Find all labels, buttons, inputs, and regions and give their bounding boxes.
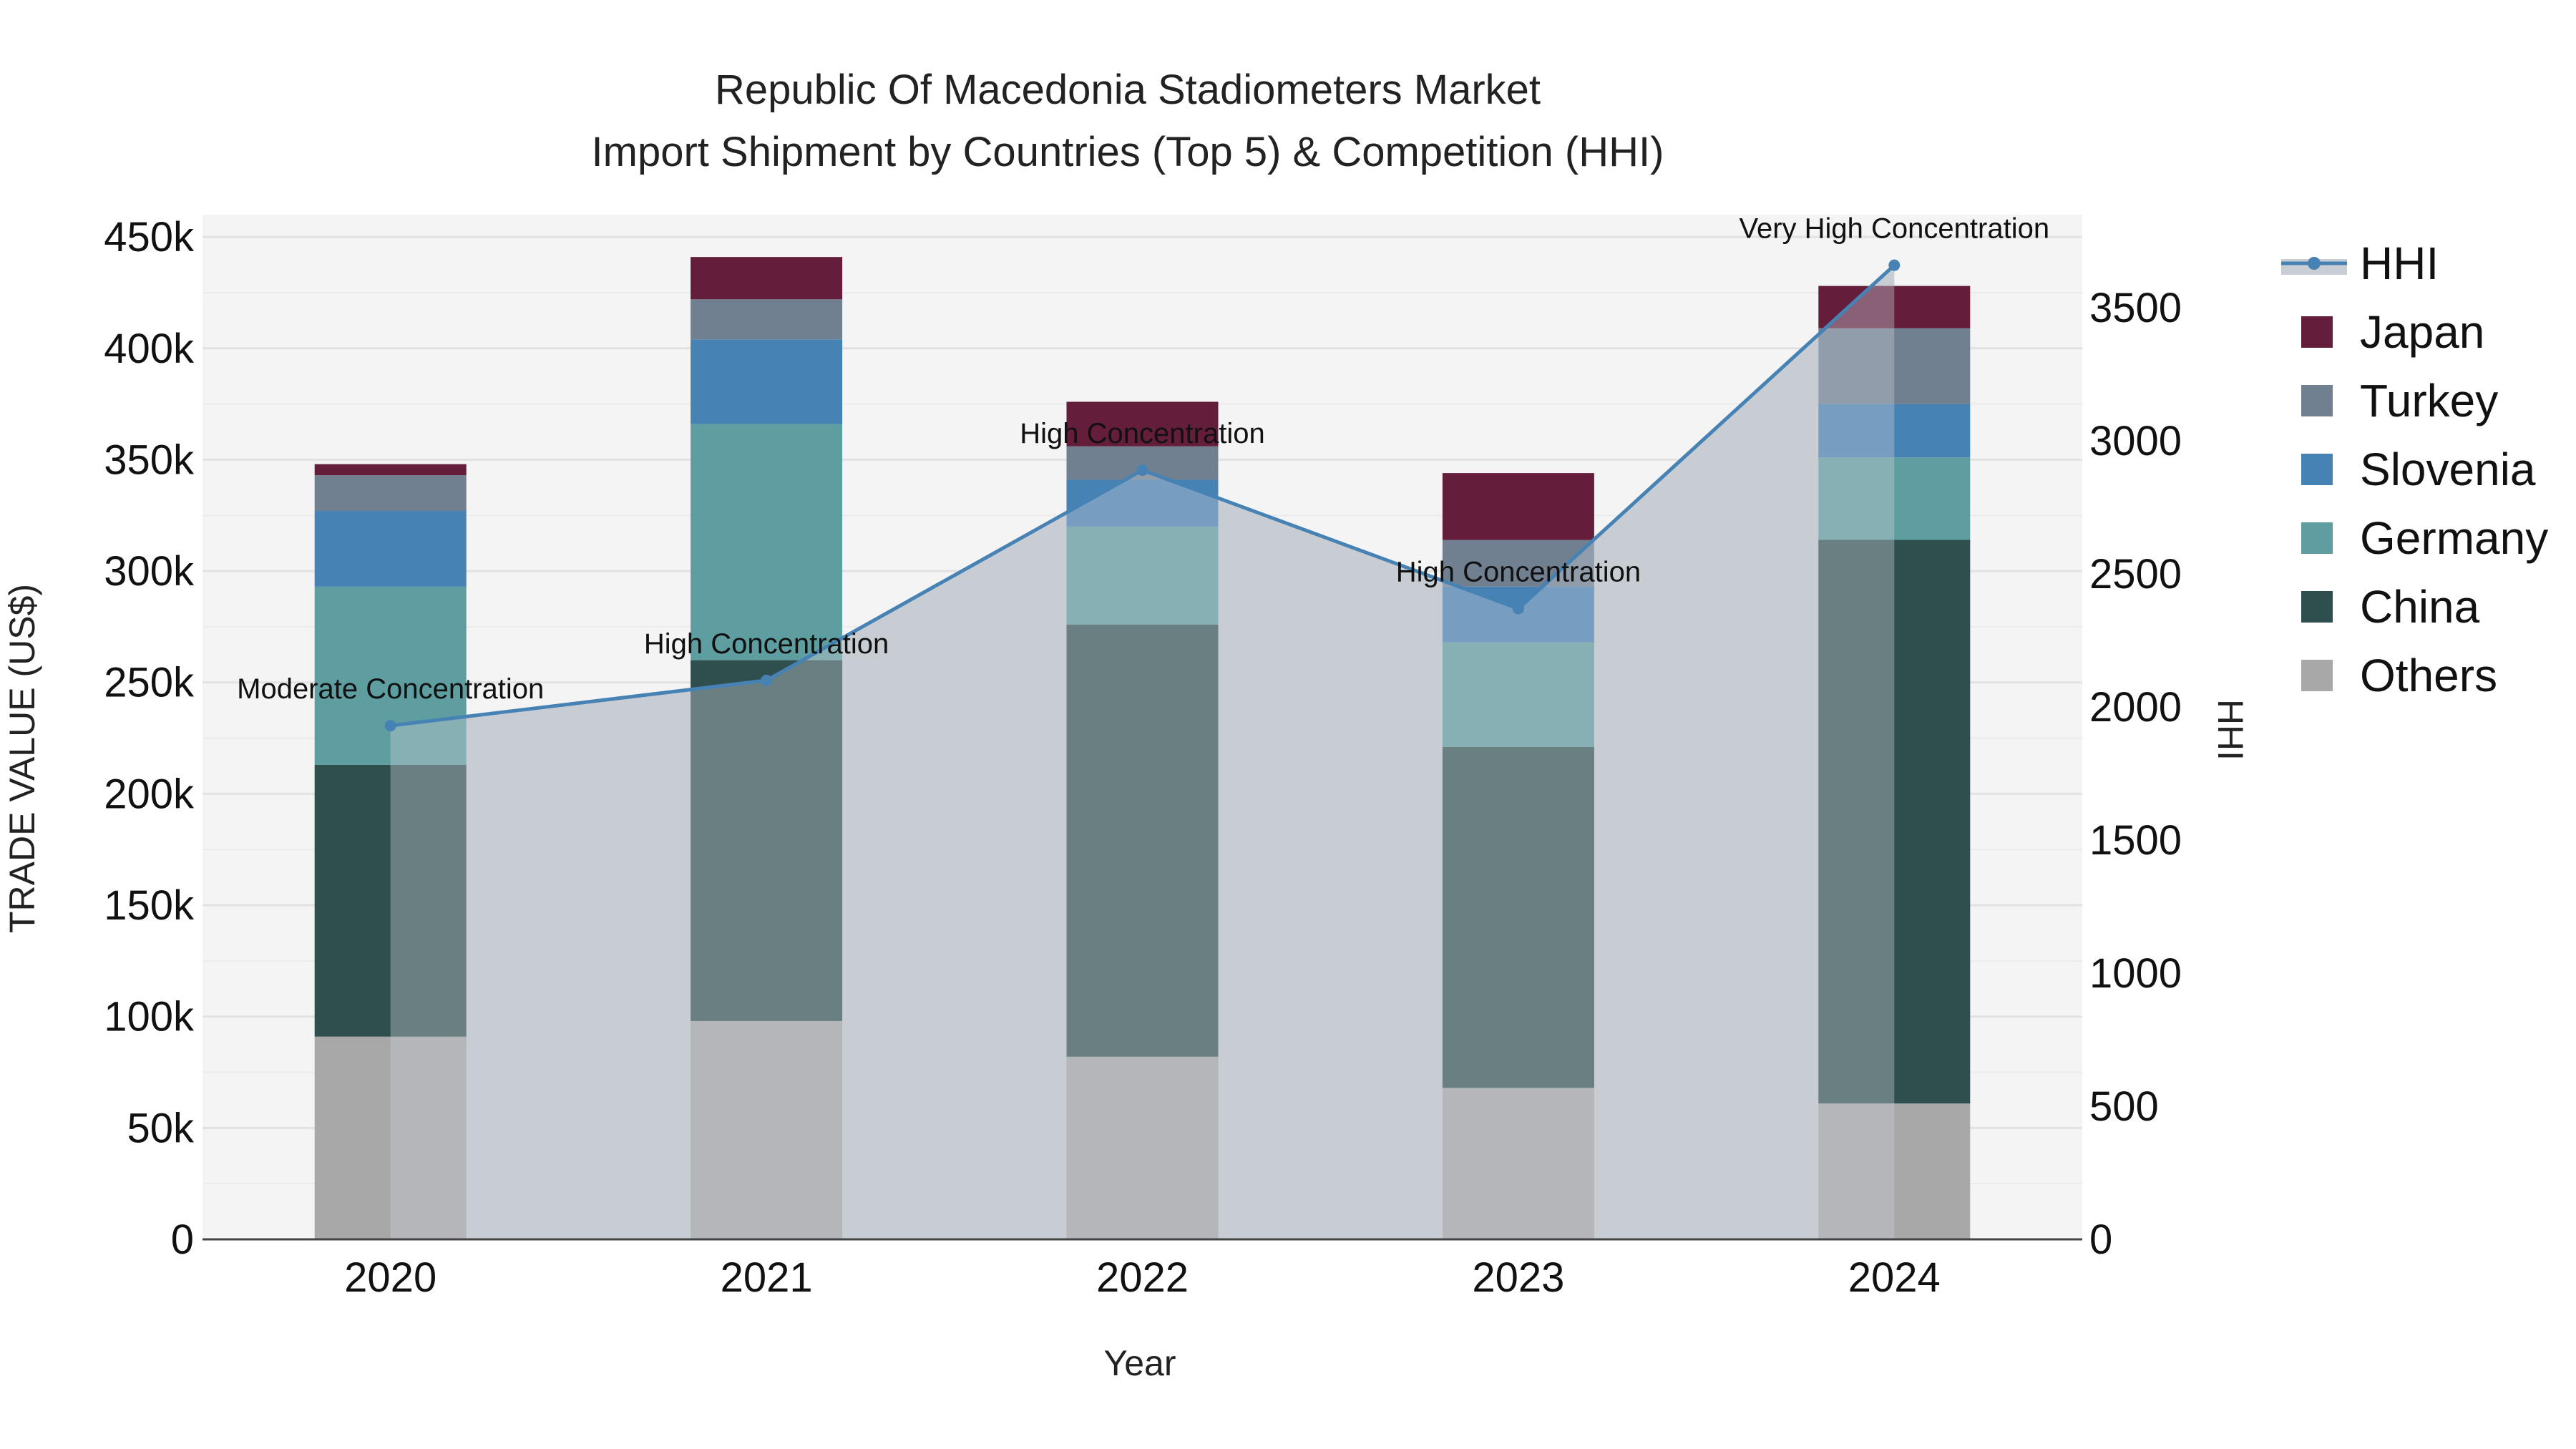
y-tick-label: 450k <box>104 214 195 260</box>
legend-swatch-slovenia <box>2301 454 2333 485</box>
y2-tick-label: 2500 <box>2089 551 2182 597</box>
bar-others-2023 <box>1442 1088 1594 1239</box>
bar-others-2021 <box>691 1020 843 1239</box>
x-tick-label-2022: 2022 <box>1096 1254 1189 1301</box>
chart-title-line1: Republic Of Macedonia Stadiometers Marke… <box>715 67 1541 113</box>
bar-china-2024 <box>1818 540 1971 1104</box>
hhi-label-2022: High Concentration <box>1020 418 1264 449</box>
legend: HHI Japan Turkey Slovenia Germany China Others <box>2281 238 2548 701</box>
legend-swatch-others <box>2301 660 2333 691</box>
y-tick-label: 400k <box>104 326 195 372</box>
y-tick-label: 300k <box>104 548 195 595</box>
legend-swatch-china <box>2301 591 2333 623</box>
y-axis-title: TRADE VALUE (US$) <box>2 584 42 933</box>
legend-swatch-germany <box>2301 522 2333 554</box>
bar-slovenia-2023 <box>1442 586 1594 643</box>
y2-tick-label: 2000 <box>2089 684 2182 731</box>
hhi-line: Moderate Concentration High Concentration… <box>237 213 2050 732</box>
y-tick-label: 100k <box>104 994 195 1040</box>
bar-germany-2024 <box>1818 457 1971 540</box>
bar-others-2024 <box>1818 1103 1971 1239</box>
legend-label-china: China <box>2360 581 2480 633</box>
y2-tick-label: 0 <box>2089 1216 2112 1263</box>
hhi-label-2020: Moderate Concentration <box>237 673 544 705</box>
hhi-area-overlay-fill <box>390 265 1895 1239</box>
bar-japan-2021 <box>691 257 843 300</box>
y2-tick-label: 1500 <box>2089 817 2182 864</box>
bar-slovenia-2024 <box>1818 404 1971 458</box>
legend-swatch-japan <box>2301 316 2333 348</box>
bar-germany-2022 <box>1066 526 1219 625</box>
hhi-point-2021 <box>761 674 773 686</box>
bar-china-2020 <box>314 764 467 1037</box>
bar-japan-2024 <box>1818 286 1971 328</box>
y-tick-label: 50k <box>127 1105 195 1151</box>
y2-tick-label: 1000 <box>2089 950 2182 997</box>
legend-label-hhi: HHI <box>2360 238 2439 289</box>
axes: 0 50k 100k 150k 200k 250k 300k 350k 400k 450k 0 500… <box>104 214 2182 1301</box>
hhi-point-2020 <box>384 720 396 732</box>
hhi-label-2021: High Concentration <box>644 628 889 660</box>
legend-hhi-marker <box>2308 257 2321 270</box>
y2-tick-label: 500 <box>2089 1083 2159 1130</box>
bar-japan-2022 <box>1066 401 1219 447</box>
x-tick-label-2024: 2024 <box>1848 1254 1941 1301</box>
bar-china-2023 <box>1442 747 1594 1088</box>
bar-others-2022 <box>1066 1056 1219 1239</box>
x-tick-label-2021: 2021 <box>721 1254 813 1301</box>
y2-tick-label: 3500 <box>2089 285 2182 331</box>
chart-title-line2: Import Shipment by Countries (Top 5) & C… <box>592 129 1664 175</box>
hhi-point-2022 <box>1136 464 1148 477</box>
x-tick-label-2020: 2020 <box>344 1254 436 1301</box>
bar-japan-2023 <box>1442 473 1594 540</box>
y-tick-label: 200k <box>104 771 195 817</box>
bar-turkey-2024 <box>1818 328 1971 404</box>
bar-germany-2023 <box>1442 642 1594 748</box>
hhi-area-overlay <box>390 265 1895 1239</box>
bar-china-2022 <box>1066 624 1219 1057</box>
bar-turkey-2020 <box>314 475 467 512</box>
bar-germany-2021 <box>691 424 843 660</box>
hhi-label-2024: Very High Concentration <box>1740 213 2050 245</box>
legend-swatch-turkey <box>2301 385 2333 416</box>
y-tick-label: 350k <box>104 436 195 483</box>
y-tick-label: 0 <box>171 1216 194 1263</box>
legend-label-others: Others <box>2360 650 2497 701</box>
hhi-point-2024 <box>1888 259 1901 271</box>
legend-label-germany: Germany <box>2360 512 2548 564</box>
legend-label-turkey: Turkey <box>2360 375 2498 426</box>
bar-china-2021 <box>691 660 843 1021</box>
hhi-point-2023 <box>1512 602 1524 615</box>
bars <box>314 257 1971 1239</box>
y2-axis-title: HHI <box>2210 699 2250 761</box>
bar-japan-2020 <box>314 464 467 476</box>
bar-germany-2020 <box>314 586 467 765</box>
bar-slovenia-2020 <box>314 511 467 587</box>
x-axis-title: Year <box>1103 1343 1176 1383</box>
bar-others-2020 <box>314 1036 467 1239</box>
bar-slovenia-2021 <box>691 339 843 424</box>
legend-label-slovenia: Slovenia <box>2360 444 2536 495</box>
y-tick-label: 150k <box>104 882 195 929</box>
y2-tick-label: 3000 <box>2089 418 2182 464</box>
bar-turkey-2021 <box>691 299 843 340</box>
x-tick-label-2023: 2023 <box>1472 1254 1564 1301</box>
legend-label-japan: Japan <box>2360 306 2484 358</box>
y-tick-label: 250k <box>104 660 195 706</box>
hhi-label-2023: High Concentration <box>1396 556 1641 587</box>
